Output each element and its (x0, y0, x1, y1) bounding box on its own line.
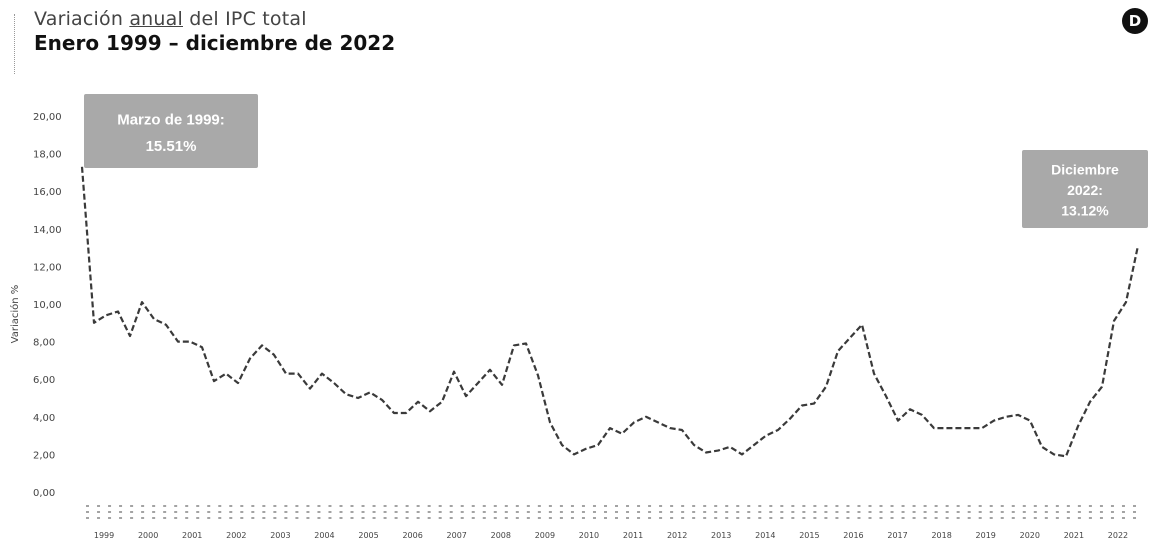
y-tick-label: 14,00 (33, 225, 62, 236)
callout-box (84, 94, 258, 168)
x-tick-label: 2005 (358, 531, 378, 540)
annotation-group: Marzo de 1999: 15.51% Diciembre 2022: 13.12% (84, 94, 1148, 228)
series-line-ipc (80, 166, 1140, 458)
x-tick-label: 2020 (1020, 531, 1040, 540)
x-axis-ticks: 1999 2000 2001 2002 2003 2004 2005 2006 2007 2008… (86, 505, 1136, 540)
x-tick-label: 2002 (226, 531, 246, 540)
brand-logo-icon: D (1122, 8, 1148, 34)
x-tick-label: 2010 (579, 531, 599, 540)
x-tick-label: 2007 (447, 531, 467, 540)
callout-text: 15.51% (146, 138, 197, 155)
x-tick-label: 2017 (887, 531, 907, 540)
y-tick-label: 18,00 (33, 150, 62, 161)
x-tick-label: 2004 (314, 531, 334, 540)
x-tick-label: 2003 (270, 531, 290, 540)
x-tick-label: 2014 (755, 531, 775, 540)
y-tick-label: 16,00 (33, 187, 62, 198)
chart-subtitle: Enero 1999 – diciembre de 2022 (34, 31, 396, 55)
x-tick-label: 2013 (711, 531, 731, 540)
callout-text: 2022: (1067, 182, 1103, 198)
x-tick-label: 2018 (931, 531, 951, 540)
y-tick-label: 6,00 (33, 375, 55, 386)
x-tick-label: 2012 (667, 531, 687, 540)
x-tick-label: 1999 (94, 531, 114, 540)
y-axis-ticks: 0,00 2,00 4,00 6,00 8,00 10,00 12,00 14,00 16,00… (33, 112, 62, 499)
chart-title: Variación anual del IPC total (34, 8, 395, 30)
x-tick-label: 2019 (976, 531, 996, 540)
y-tick-label: 8,00 (33, 338, 55, 349)
chart-title-underlined: anual (129, 8, 183, 30)
callout-text: 13.12% (1061, 203, 1109, 219)
x-tick-label: 2000 (138, 531, 158, 540)
y-tick-label: 12,00 (33, 262, 62, 273)
y-axis-label: Variación % (9, 285, 21, 344)
y-axis-label-group: Variación % (9, 285, 21, 344)
x-tick-label: 2011 (623, 531, 643, 540)
callout-box (1022, 150, 1148, 228)
chart-title-post: del IPC total (183, 8, 307, 30)
chart-header: Variación anual del IPC total Enero 1999… (34, 8, 395, 55)
y-tick-label: 4,00 (33, 413, 55, 424)
x-tick-label: 2022 (1108, 531, 1128, 540)
series-line-group (80, 166, 1140, 458)
callout-text: Marzo de 1999: (117, 111, 225, 128)
x-tick-label: 2001 (182, 531, 202, 540)
x-tick-label: 2016 (843, 531, 863, 540)
callout-text: Diciembre (1051, 162, 1119, 178)
y-tick-label: 10,00 (33, 300, 62, 311)
chart-title-pre: Variación (34, 8, 130, 30)
x-tick-label: 2021 (1064, 531, 1084, 540)
x-tick-label: 2006 (402, 531, 422, 540)
y-tick-label: 20,00 (33, 112, 62, 123)
x-tick-label: 2015 (799, 531, 819, 540)
x-tick-label: 2008 (491, 531, 511, 540)
y-tick-label: 2,00 (33, 450, 55, 461)
header-divider (14, 14, 15, 74)
x-tick-label: 2009 (535, 531, 555, 540)
y-tick-label: 0,00 (33, 488, 55, 499)
